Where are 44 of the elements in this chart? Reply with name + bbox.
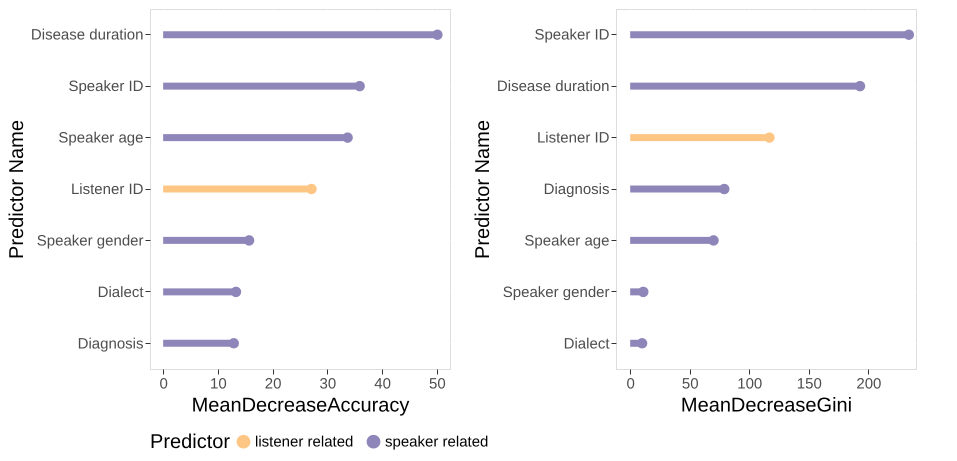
y-axis-title: Predictor Name [6,120,28,259]
point [342,132,353,143]
x-tick-label: 100 [737,376,762,392]
point [306,184,317,194]
y-tick-label: Speaker age [524,232,610,250]
x-axis-title: MeanDecreaseGini [680,394,852,416]
y-tick-label: Dialect [98,284,144,301]
legend-label: speaker related [385,434,488,451]
x-tick-label: 150 [796,376,822,392]
point [719,184,730,194]
y-tick-label: Disease duration [30,26,144,44]
y-tick-label: Diagnosis [544,181,610,198]
x-tick-label: 10 [210,376,227,392]
point [432,29,443,40]
y-tick-label: Dialect [564,335,610,352]
point [636,338,648,349]
y-tick-label: Speaker age [58,130,144,147]
x-tick-label: 20 [264,376,282,392]
point [708,235,719,246]
x-tick-label: 30 [320,376,336,392]
y-axis-title: Predictor Name [472,120,494,259]
x-tick-label: 0 [626,376,635,392]
y-tick-label: Speaker ID [68,78,144,96]
legend-title: Predictor [150,431,230,453]
y-tick-label: Listener ID [70,181,144,198]
point [228,338,240,349]
point [354,80,365,92]
x-tick-label: 200 [856,376,882,392]
y-tick-label: Disease duration [496,78,610,96]
x-tick-label: 40 [374,376,391,392]
x-tick-label: 50 [429,376,446,392]
legend-label: listener related [255,434,354,451]
point [764,132,775,143]
x-tick-label: 0 [159,376,168,392]
y-tick-label: Diagnosis [78,335,144,352]
y-tick-label: Listener ID [536,130,610,147]
point [244,235,254,246]
point [638,286,649,298]
y-tick-label: Speaker gender [502,284,610,301]
point [230,286,242,298]
x-tick-label: 50 [682,376,699,392]
y-tick-label: Speaker gender [36,232,144,250]
x-axis-title: MeanDecreaseAccuracy [192,394,410,416]
y-tick-label: Speaker ID [534,26,610,44]
